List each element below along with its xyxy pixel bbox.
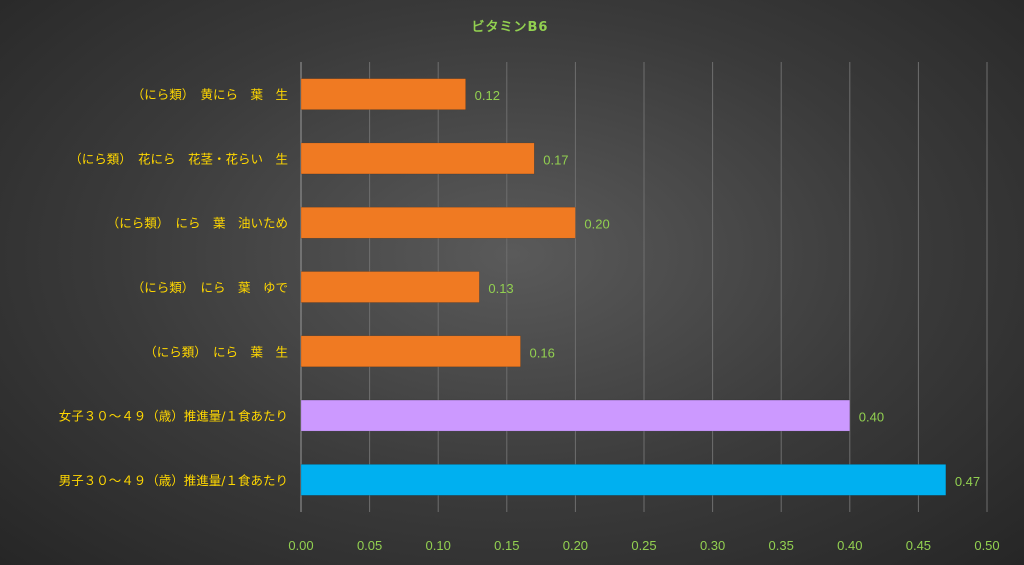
category-label: （にら類） にら 葉 ゆで	[132, 280, 288, 295]
x-tick-label: 0.40	[837, 538, 862, 553]
data-label: 0.20	[584, 217, 609, 232]
x-tick-label: 0.15	[494, 538, 519, 553]
data-label: 0.16	[530, 345, 555, 360]
x-tick-label: 0.25	[631, 538, 656, 553]
bar-1	[300, 78, 466, 110]
gridlines	[300, 62, 988, 512]
bar-3	[300, 206, 576, 239]
category-label: 女子３０～４９（歳）推進量/１食あたり	[59, 409, 288, 424]
bar-6	[300, 399, 851, 432]
x-tick-label: 0.10	[426, 538, 451, 553]
bars	[300, 78, 947, 496]
category-label: （にら類） 黄にら 葉 生	[132, 87, 288, 102]
data-label: 0.40	[859, 410, 884, 425]
data-label: 0.13	[488, 281, 513, 296]
bar-4	[300, 271, 480, 303]
data-label: 0.12	[475, 88, 500, 103]
chart-title: ビタミンB6	[472, 19, 549, 35]
bar-2	[300, 142, 535, 175]
x-tick-label: 0.00	[288, 538, 313, 553]
x-axis-tick-labels: 0.00 0.05 0.10 0.15 0.20 0.25 0.30 0.35 0.40 0.45…	[288, 538, 999, 553]
data-label: 0.47	[955, 474, 980, 489]
category-labels: （にら類） 黄にら 葉 生 （にら類） 花にら 花茎・花らい 生 （にら類） にら …	[59, 87, 288, 488]
x-tick-label: 0.35	[769, 538, 794, 553]
x-tick-label: 0.45	[906, 538, 931, 553]
x-tick-label: 0.50	[974, 538, 999, 553]
x-tick-label: 0.20	[563, 538, 588, 553]
data-label: 0.17	[543, 152, 568, 167]
x-tick-label: 0.05	[357, 538, 382, 553]
category-label: （にら類） にら 葉 油いため	[107, 216, 288, 231]
data-labels: 0.12 0.17 0.20 0.13 0.16 0.40 0.47	[475, 88, 981, 489]
category-label: 男子３０～４９（歳）推進量/１食あたり	[59, 473, 288, 488]
category-label: （にら類） にら 葉 生	[144, 344, 288, 359]
bar-5	[300, 335, 521, 368]
category-label: （にら類） 花にら 花茎・花らい 生	[69, 151, 288, 166]
bar-7	[300, 464, 947, 496]
x-tick-label: 0.30	[700, 538, 725, 553]
